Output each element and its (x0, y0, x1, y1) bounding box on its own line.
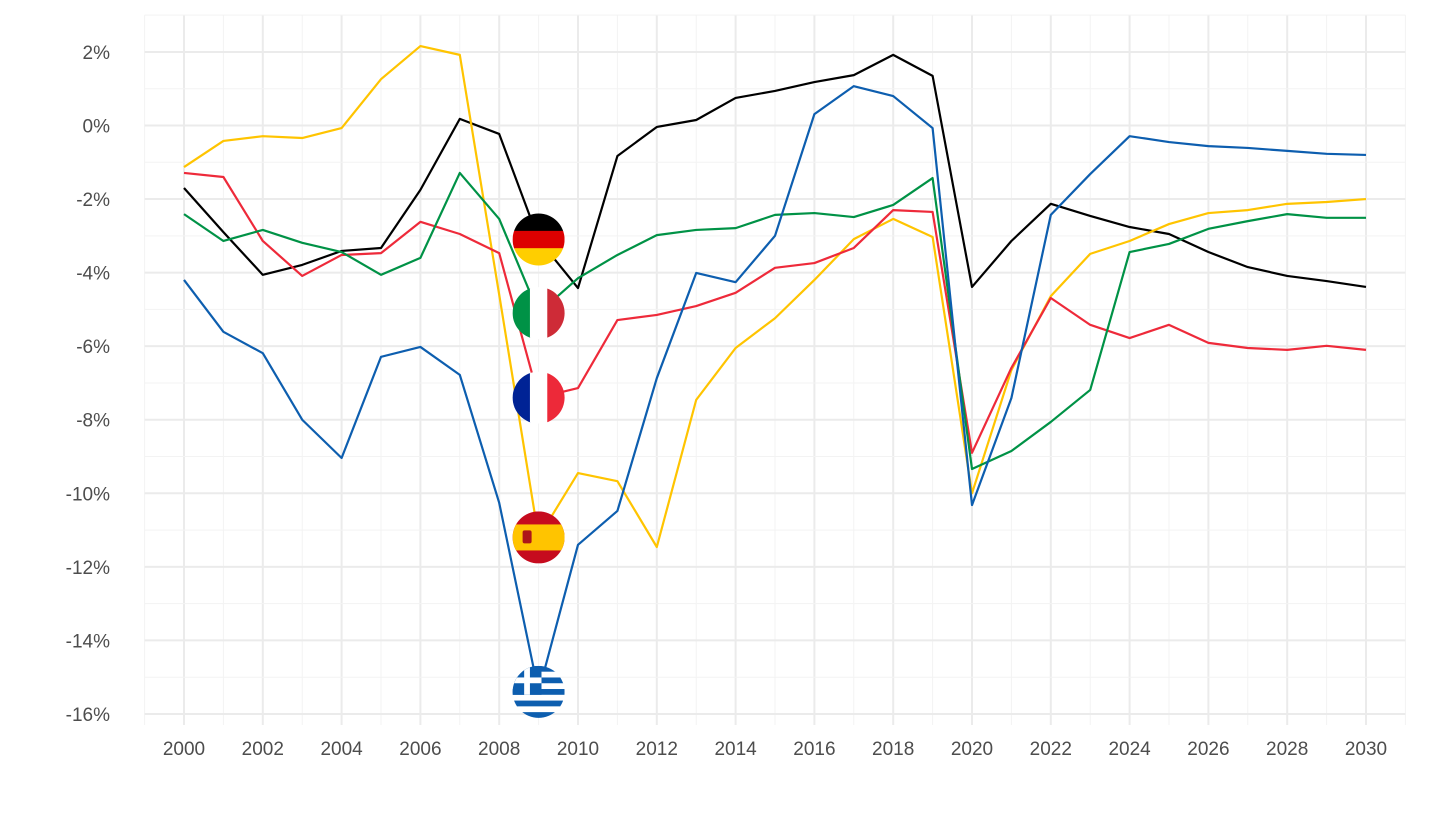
flag-stripe (512, 287, 531, 340)
flag-clip (512, 511, 565, 564)
y-tick-label: -12% (66, 558, 110, 579)
x-tick-label: 2030 (1345, 739, 1387, 760)
flag-fr-icon (512, 371, 565, 424)
y-tick-label: -10% (66, 484, 110, 505)
x-tick-label: 2026 (1187, 739, 1229, 760)
x-tick-label: 2008 (478, 739, 520, 760)
x-tick-label: 2022 (1030, 739, 1072, 760)
flag-gr-icon (512, 665, 565, 718)
x-tick-label: 2006 (399, 739, 441, 760)
y-tick-label: -14% (66, 631, 110, 652)
y-tick-label: -6% (76, 337, 110, 358)
flag-stripe (529, 371, 548, 424)
x-tick-label: 2010 (557, 739, 599, 760)
y-axis: 2% 0% -2% -4% -6% -8% -10% -12% -14% -16% (66, 43, 110, 726)
y-tick-label: -2% (76, 190, 110, 211)
flag-stripe (529, 287, 548, 340)
x-tick-label: 2028 (1266, 739, 1308, 760)
flag-clip (512, 665, 565, 718)
series-line-italy (183, 171, 1366, 471)
flag-stripe (512, 248, 565, 266)
flag-cross (524, 665, 530, 695)
y-tick-label: -16% (66, 705, 110, 726)
x-tick-label: 2014 (714, 739, 757, 760)
flag-stripe (512, 524, 565, 551)
flag-stripe (547, 371, 565, 424)
flag-es-icon (512, 511, 565, 564)
x-tick-label: 2012 (636, 739, 678, 760)
y-tick-label: 2% (83, 43, 111, 64)
flag-stripe (547, 287, 565, 340)
flag-de-icon (512, 213, 565, 266)
x-tick-label: 2002 (242, 739, 284, 760)
flag-stripe (512, 694, 565, 701)
x-tick-label: 2000 (163, 739, 205, 760)
series-line-greece (183, 85, 1367, 694)
country-flags (512, 213, 565, 718)
x-tick-label: 2018 (872, 739, 914, 760)
series-lines (183, 44, 1367, 694)
series-line-france (183, 171, 1367, 454)
x-tick-label: 2024 (1108, 739, 1151, 760)
flag-clip (512, 371, 565, 424)
flag-stripe (512, 706, 565, 713)
x-tick-label: 2016 (793, 739, 835, 760)
flag-stripe (512, 712, 565, 718)
flag-coat-of-arms (522, 530, 532, 544)
y-tick-label: -8% (76, 411, 110, 432)
flag-it-icon (512, 287, 565, 340)
grid (144, 14, 1406, 726)
flag-clip (512, 213, 565, 266)
flag-stripe (512, 230, 565, 249)
series-line-germany (183, 53, 1367, 290)
x-tick-label: 2004 (320, 739, 363, 760)
flag-stripe (512, 371, 531, 424)
x-tick-label: 2020 (951, 739, 993, 760)
series-line-spain (183, 44, 1367, 549)
y-tick-label: 0% (83, 117, 111, 138)
flag-stripe (512, 700, 565, 707)
y-tick-label: -4% (76, 264, 110, 285)
x-axis: 2000 2002 2004 2006 2008 2010 2012 2014 2016 2018… (163, 739, 1387, 760)
flag-clip (512, 287, 565, 340)
flag-stripe (512, 213, 565, 232)
